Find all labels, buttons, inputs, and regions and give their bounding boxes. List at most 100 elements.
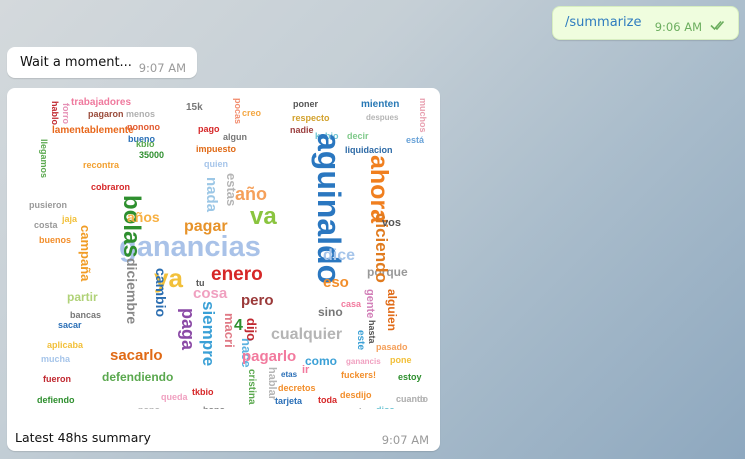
wordcloud-word: tkbio bbox=[192, 387, 214, 397]
wordcloud-word: dijo bbox=[244, 318, 259, 342]
wordcloud-word: años bbox=[127, 209, 160, 225]
wordcloud-word: impuesto bbox=[196, 144, 237, 154]
wordcloud-word: decir bbox=[347, 131, 369, 141]
wordcloud-word: 4 bbox=[234, 317, 243, 334]
wordcloud-word: dios bbox=[376, 406, 395, 410]
wordcloud-word: ganancias bbox=[119, 231, 261, 263]
wordcloud-word: cuando bbox=[396, 394, 429, 404]
double-check-icon bbox=[710, 16, 728, 35]
wordcloud-word: diciembre bbox=[124, 258, 140, 325]
wordcloud-word: paga bbox=[178, 308, 198, 351]
summarize-command-link[interactable]: /summarize bbox=[565, 15, 642, 30]
wordcloud-word: quien bbox=[204, 159, 228, 169]
wordcloud-word: poner bbox=[293, 99, 319, 109]
wordcloud-word: va bbox=[250, 203, 277, 230]
wordcloud-word: tu bbox=[196, 278, 205, 288]
wordcloud-word: sino bbox=[318, 305, 343, 319]
photo-caption: Latest 48hs summary bbox=[15, 430, 151, 445]
wordcloud-word: pero bbox=[241, 292, 274, 309]
wordcloud-word: toda bbox=[318, 395, 337, 405]
wordcloud-word: kabio bbox=[315, 131, 339, 141]
wordcloud-word: año bbox=[235, 184, 268, 204]
wordcloud-word: cobraron bbox=[91, 182, 131, 192]
wordcloud-word: como bbox=[305, 354, 338, 368]
wordcloud-word: nada bbox=[203, 177, 220, 213]
wordcloud-word: buenos bbox=[39, 235, 72, 245]
wordcloud-word: ganancis bbox=[346, 357, 381, 366]
wordcloud-word: pone bbox=[390, 355, 412, 365]
outgoing-message-summarize[interactable]: /summarize 9:06 AM bbox=[552, 6, 739, 40]
wordcloud-word: casa bbox=[341, 299, 362, 309]
wordcloud-word: pagaron bbox=[88, 109, 124, 119]
wordcloud-word: siempre bbox=[199, 301, 218, 367]
wordcloud-word: pagar bbox=[184, 218, 228, 235]
wordcloud-word: recontra bbox=[83, 160, 120, 170]
wordcloud-word: cuanto bbox=[396, 394, 426, 404]
message-time: 9:07 AM bbox=[381, 433, 429, 447]
wordcloud-word: pasado bbox=[376, 342, 408, 352]
wordcloud-word: sacar bbox=[58, 320, 82, 330]
wordcloud-word: creo bbox=[242, 108, 262, 118]
wordcloud-word: desdijo bbox=[340, 390, 372, 400]
wordcloud-word: jaja bbox=[62, 214, 78, 224]
wordcloud-word: nono bbox=[138, 406, 160, 410]
wordcloud-word: bono bbox=[203, 406, 225, 410]
wordcloud-word: 15k bbox=[186, 102, 203, 113]
wordcloud-word: bolas bbox=[118, 195, 145, 258]
wordcloud-word: porque bbox=[367, 265, 408, 279]
wordcloud-word: costa bbox=[34, 220, 58, 230]
wordcloud-word: respecto bbox=[292, 113, 330, 123]
wordcloud-word: pago bbox=[198, 124, 220, 134]
wordcloud-word: enero bbox=[211, 264, 263, 285]
wordcloud-word: nadie bbox=[290, 125, 314, 135]
wordcloud-word: bancas bbox=[70, 310, 102, 320]
incoming-photo-message[interactable]: trabajadores hablo forro pagaron lamentablem… bbox=[7, 88, 440, 451]
wordcloud-word: campaña bbox=[78, 225, 93, 282]
wordcloud-word: partir bbox=[67, 290, 98, 304]
wordcloud-word: cambio bbox=[153, 268, 169, 318]
message-time: 9:06 AM bbox=[654, 20, 702, 34]
wordcloud-image[interactable]: trabajadores hablo forro pagaron lamentablem… bbox=[28, 93, 438, 409]
wordcloud-word: aplicaba bbox=[47, 340, 84, 350]
incoming-message-wait[interactable]: Wait a moment... 9:07 AM bbox=[7, 47, 197, 78]
wordcloud-word: dice bbox=[323, 247, 356, 264]
wordcloud-word: pocas bbox=[233, 98, 243, 125]
wordcloud-word: bueno bbox=[128, 134, 155, 144]
wordcloud-word: pusieron bbox=[29, 200, 68, 210]
wordcloud-word: hasta bbox=[367, 320, 377, 344]
wordcloud-word: cosa bbox=[193, 285, 228, 302]
wordcloud-word: gente bbox=[364, 289, 376, 319]
wordcloud-word: liquidacion bbox=[345, 145, 393, 155]
wordcloud-word: hablo bbox=[50, 101, 60, 125]
wordcloud-word: alguien bbox=[385, 289, 399, 332]
wordcloud-word: estoy bbox=[398, 372, 422, 382]
wordcloud-word: está bbox=[406, 135, 425, 145]
wordcloud-word: lamentablemente bbox=[52, 125, 134, 136]
wordcloud-word: algun bbox=[223, 132, 247, 142]
wordcloud-word: decretos bbox=[278, 383, 316, 393]
wordcloud-word: nonono bbox=[127, 122, 160, 132]
wordcloud-word: queda bbox=[161, 392, 188, 402]
wordcloud-word: fueron bbox=[43, 374, 71, 384]
wordcloud-word: compromiso bbox=[318, 408, 372, 410]
wordcloud-word: ya bbox=[154, 263, 183, 293]
wordcloud-word: defendiendo bbox=[102, 370, 174, 384]
wordcloud-word: hablar bbox=[266, 367, 278, 401]
wordcloud-word: este bbox=[355, 330, 366, 351]
wordcloud-word: fuckers! bbox=[341, 370, 377, 380]
wordcloud-word: vos bbox=[382, 217, 401, 229]
wordcloud-word: trabajadores bbox=[71, 97, 132, 108]
wordcloud-word: despues bbox=[366, 113, 399, 122]
wordcloud-word: cualquier bbox=[271, 326, 343, 343]
wordcloud-word: muchos bbox=[418, 98, 428, 133]
message-text: Wait a moment... bbox=[20, 55, 132, 70]
wordcloud-word: defiendo bbox=[37, 395, 75, 405]
wordcloud-word: mienten bbox=[361, 99, 400, 110]
wordcloud-word: sacarlo bbox=[110, 347, 163, 364]
wordcloud-word: mucha bbox=[41, 354, 71, 364]
wordcloud-word: etas bbox=[281, 370, 298, 379]
wordcloud-word: cristina bbox=[246, 369, 257, 405]
wordcloud-word: forro bbox=[61, 103, 71, 124]
wordcloud-word: kbio bbox=[136, 139, 155, 149]
message-time: 9:07 AM bbox=[138, 61, 186, 75]
